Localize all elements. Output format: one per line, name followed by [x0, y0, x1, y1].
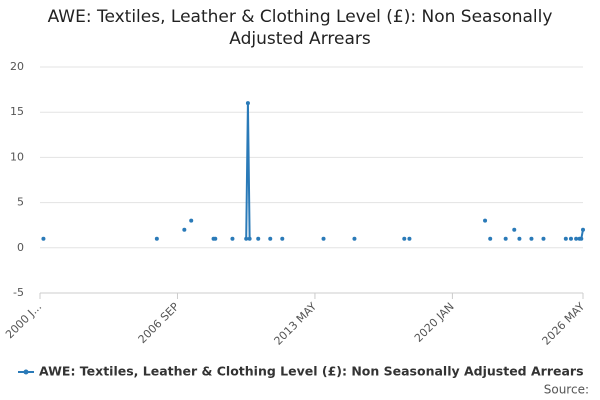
point: [579, 236, 584, 241]
point: [529, 236, 534, 241]
x-tick-label: 2000 J...: [3, 300, 44, 341]
point: [581, 227, 585, 232]
point: [407, 236, 412, 241]
legend-symbol: [23, 369, 29, 375]
point: [483, 218, 488, 223]
point: [244, 236, 249, 241]
y-tick-label: 10: [10, 150, 24, 163]
point: [488, 236, 493, 241]
point: [230, 236, 235, 241]
point: [280, 236, 285, 241]
x-tick-label: 2026 MAY: [540, 300, 588, 348]
point: [574, 236, 579, 241]
y-tick-label: 5: [17, 196, 24, 209]
point: [247, 236, 252, 241]
point: [563, 236, 568, 241]
x-tick-label: 2006 SEP: [136, 300, 182, 346]
point: [256, 236, 261, 241]
point: [268, 236, 273, 241]
point: [182, 227, 187, 232]
line: [213, 103, 584, 240]
point: [154, 236, 159, 241]
y-tick-label: -5: [13, 286, 24, 299]
point: [41, 236, 46, 241]
point: [352, 236, 357, 241]
point: [402, 236, 407, 241]
point: [568, 236, 573, 241]
point: [512, 227, 517, 232]
point: [321, 236, 326, 241]
legend-label: AWE: Textiles, Leather & Clothing Level …: [39, 364, 584, 379]
y-tick-label: 20: [10, 60, 24, 73]
y-tick-label: 15: [10, 105, 24, 118]
x-tick-label: 2013 MAY: [272, 300, 320, 348]
point: [213, 236, 218, 241]
x-tick-label: 2020 JAN: [412, 300, 457, 345]
chart-title: AWE: Textiles, Leather & Clothing Level …: [47, 7, 553, 49]
y-tick-label: 0: [17, 241, 24, 254]
point: [245, 101, 250, 106]
source: Source:: [544, 383, 589, 397]
point: [189, 218, 194, 223]
point: [517, 236, 522, 241]
point: [541, 236, 546, 241]
point: [503, 236, 508, 241]
